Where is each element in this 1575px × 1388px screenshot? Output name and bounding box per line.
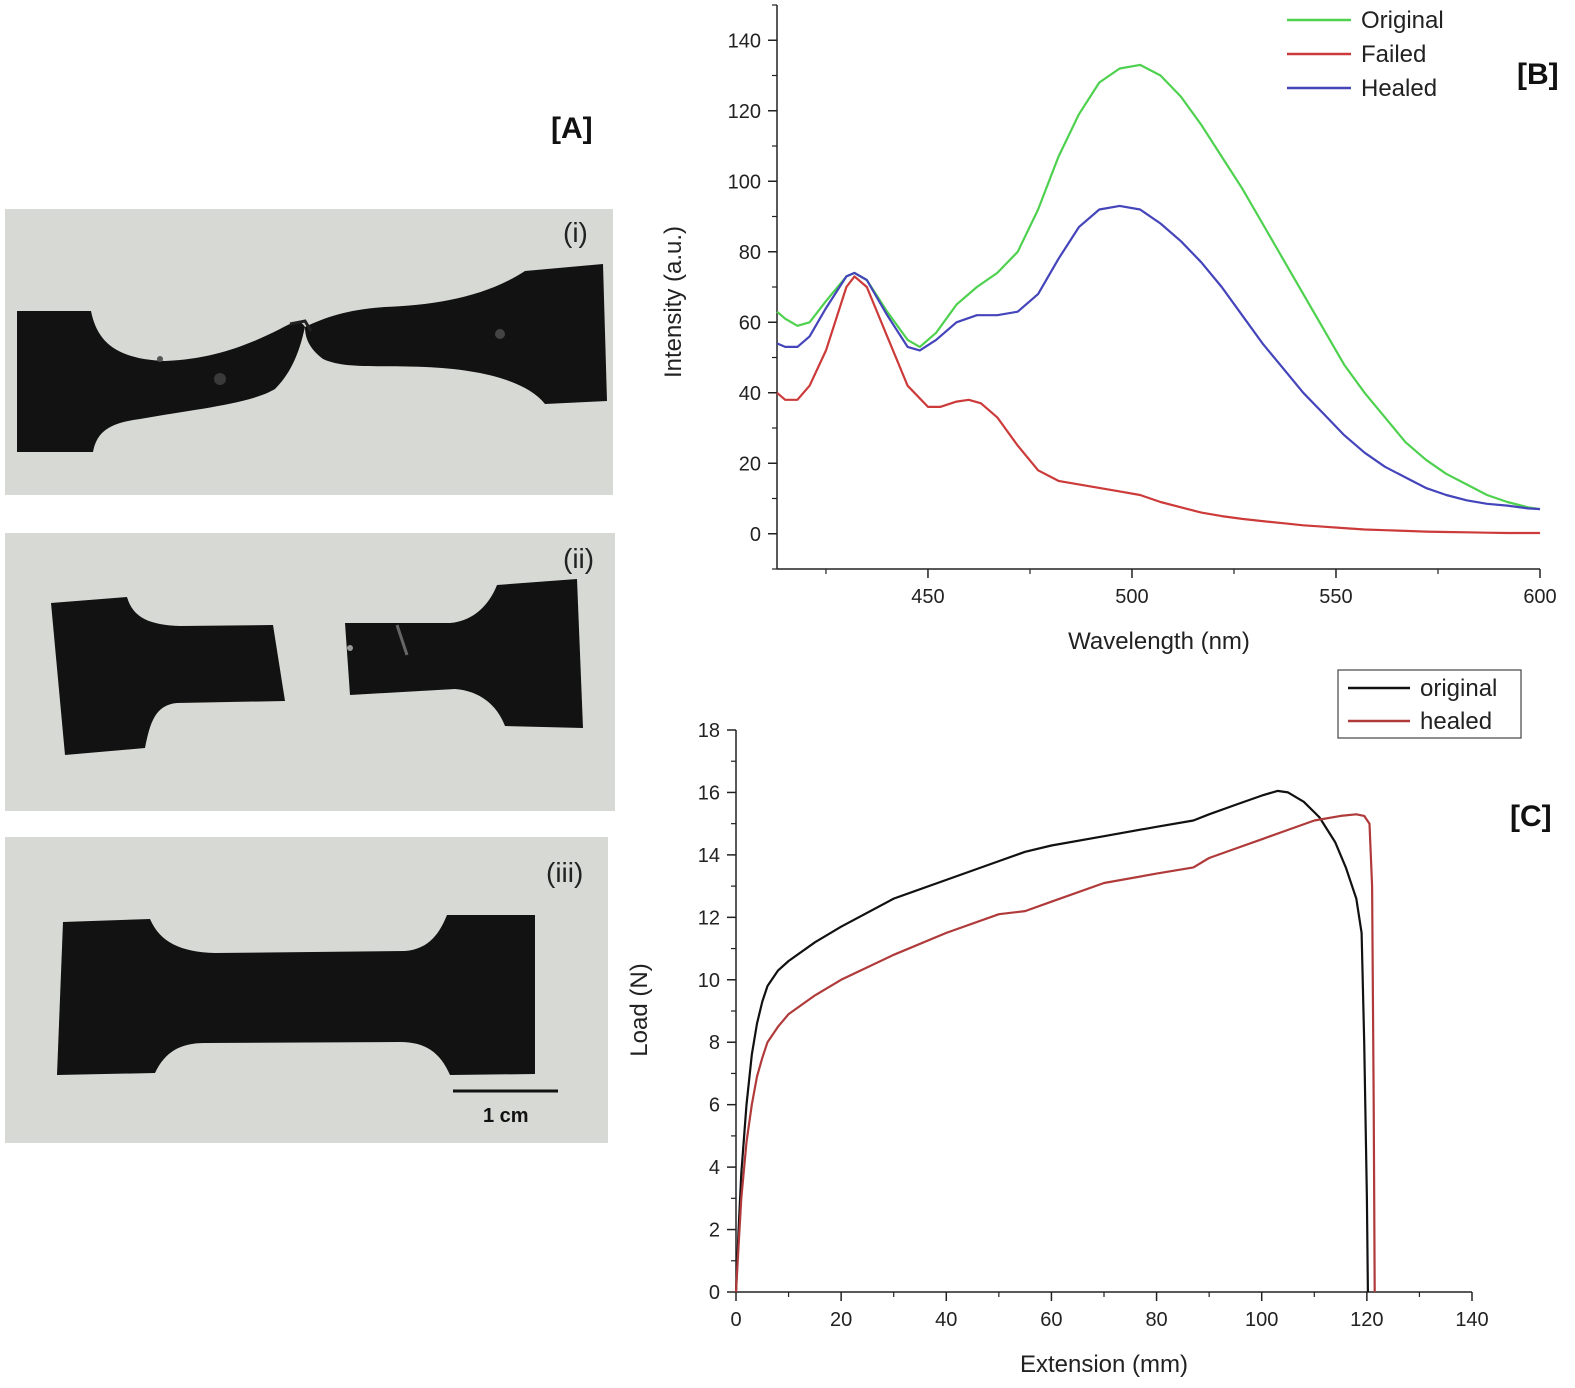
panel-label-c: [C] bbox=[1510, 800, 1552, 833]
spectrum-legend: Original Failed Healed bbox=[1287, 7, 1444, 102]
photo-label-iii: (iii) bbox=[546, 857, 584, 888]
spectrum-y-tick-label: 20 bbox=[739, 453, 761, 475]
tensile-axes: 0 20 40 60 80 100 120 140 0 2 4 6 8 10 12 14 16 18 bbox=[698, 720, 1489, 1331]
spectrum-series-original-line bbox=[776, 63, 1541, 511]
tensile-legend-label-original: original bbox=[1420, 675, 1497, 702]
spectrum-y-tick-label: 80 bbox=[739, 242, 761, 264]
spectrum-y-tick-label: 140 bbox=[728, 30, 761, 52]
tensile-y-axis-label: Load (N) bbox=[626, 963, 653, 1056]
tensile-load-chart: 0 20 40 60 80 100 120 140 0 2 4 6 8 10 12 14 16 18 origin… bbox=[626, 669, 1522, 1378]
specimen-fractured-image bbox=[51, 579, 583, 755]
spectrum-y-tick-label: 100 bbox=[728, 171, 761, 193]
tensile-y-tick-label: 16 bbox=[698, 782, 720, 804]
tensile-y-tick-label: 6 bbox=[709, 1095, 720, 1117]
tensile-x-tick-label: 120 bbox=[1350, 1309, 1383, 1331]
spectrum-y-tick-label: 40 bbox=[739, 383, 761, 405]
spectrum-series bbox=[776, 63, 1541, 535]
photo-specimen-healed: (iii) 1 cm bbox=[5, 837, 608, 1143]
spectrum-x-tick-label: 600 bbox=[1523, 586, 1556, 608]
specimen-right-piece bbox=[345, 579, 583, 728]
tensile-x-tick-label: 140 bbox=[1455, 1309, 1488, 1331]
panel-label-a: [A] bbox=[551, 112, 593, 145]
spectrum-x-axis-label: Wavelength (nm) bbox=[1068, 628, 1250, 655]
spectrum-y-tick-label: 0 bbox=[750, 524, 761, 546]
specimen-left-piece bbox=[51, 597, 285, 755]
tensile-y-tick-label: 2 bbox=[709, 1220, 720, 1242]
tensile-y-tick-label: 18 bbox=[698, 720, 720, 742]
tensile-y-tick-label: 10 bbox=[698, 970, 720, 992]
tensile-y-tick-label: 0 bbox=[709, 1282, 720, 1304]
photo-label-ii: (ii) bbox=[563, 543, 595, 574]
tensile-legend-label-healed: healed bbox=[1420, 708, 1492, 735]
spectrum-series-healed-line bbox=[776, 204, 1541, 511]
tensile-y-tick-label: 14 bbox=[698, 845, 720, 867]
photo-specimen-fractured: (ii) bbox=[5, 533, 615, 811]
tensile-x-tick-label: 100 bbox=[1245, 1309, 1278, 1331]
tensile-series-healed-line bbox=[734, 813, 1376, 1293]
tensile-legend: original healed bbox=[1337, 669, 1522, 739]
specimen-healed-image bbox=[57, 915, 558, 1093]
tensile-x-axis-label: Extension (mm) bbox=[1020, 1351, 1188, 1378]
tensile-y-tick-label: 8 bbox=[709, 1032, 720, 1054]
spectrum-series-failed-line bbox=[776, 275, 1540, 535]
tensile-x-tick-label: 0 bbox=[730, 1309, 741, 1331]
spectrum-y-tick-label: 120 bbox=[728, 101, 761, 123]
spectrum-legend-label-healed: Healed bbox=[1361, 75, 1437, 102]
photo-specimen-twisted: (i) bbox=[5, 209, 613, 495]
scale-bar-label: 1 cm bbox=[483, 1105, 529, 1127]
tensile-x-tick-label: 20 bbox=[830, 1309, 852, 1331]
specimen-twisted-image bbox=[17, 264, 607, 452]
spectrum-axes: 450 500 550 600 0 20 40 60 80 100 120 140 bbox=[728, 4, 1557, 608]
specimen-right-half bbox=[305, 264, 607, 404]
tensile-y-tick-label: 4 bbox=[709, 1157, 720, 1179]
spectrum-x-tick-label: 550 bbox=[1319, 586, 1352, 608]
spectrum-x-tick-label: 500 bbox=[1115, 586, 1148, 608]
spectrum-y-axis-label: Intensity (a.u.) bbox=[660, 226, 687, 378]
spectrum-legend-label-failed: Failed bbox=[1361, 41, 1426, 68]
specimen-healed bbox=[57, 915, 535, 1075]
spectrum-legend-label-original: Original bbox=[1361, 7, 1444, 34]
tensile-x-tick-label: 80 bbox=[1145, 1309, 1167, 1331]
tensile-series bbox=[734, 789, 1376, 1293]
spectrum-x-tick-label: 450 bbox=[911, 586, 944, 608]
photo-label-i: (i) bbox=[563, 217, 588, 248]
panel-label-b: [B] bbox=[1517, 58, 1559, 91]
spectrum-y-tick-label: 60 bbox=[739, 312, 761, 334]
fluorescence-spectrum-chart: 450 500 550 600 0 20 40 60 80 100 120 140 Original F… bbox=[660, 4, 1557, 655]
specimen-left-half bbox=[17, 311, 305, 452]
tensile-x-tick-label: 40 bbox=[935, 1309, 957, 1331]
tensile-y-tick-label: 12 bbox=[698, 907, 720, 929]
tensile-x-tick-label: 60 bbox=[1040, 1309, 1062, 1331]
tensile-series-original-line bbox=[734, 789, 1369, 1293]
tensile-legend-box bbox=[1337, 669, 1522, 739]
